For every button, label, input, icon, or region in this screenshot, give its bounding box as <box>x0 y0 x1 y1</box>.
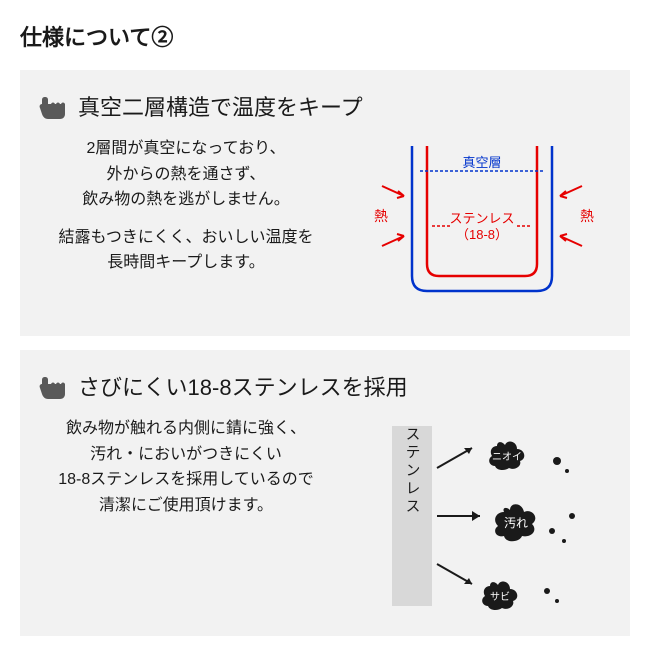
desc-p2: 結露もつきにくく、おいしい温度を 長時間キープします。 <box>38 225 334 276</box>
section-stainless: さびにくい18-8ステンレスを採用 飲み物が触れる内側に錆に強く、 汚れ・におい… <box>20 350 630 636</box>
section-body: 飲み物が触れる内側に錆に強く、 汚れ・においがつきにくい 18-8ステンレスを採… <box>38 416 612 616</box>
section-vacuum: 真空二層構造で温度をキープ 2層間が真空になっており、 外からの熱を通さず、 飲… <box>20 70 630 336</box>
section-title: さびにくい18-8ステンレスを採用 <box>78 370 408 402</box>
svg-text:熱: 熱 <box>374 208 388 224</box>
page-title: 仕様について② <box>20 20 630 52</box>
pointer-icon <box>38 372 68 400</box>
svg-text:ステンレス: ステンレス <box>449 211 514 226</box>
svg-text:ステンレス: ステンレス <box>404 426 421 516</box>
cloud-rust: サビ <box>482 582 517 611</box>
svg-text:熱: 熱 <box>580 208 594 224</box>
svg-text:サビ: サビ <box>490 591 510 603</box>
desc-p1: 飲み物が触れる内側に錆に強く、 汚れ・においがつきにくい 18-8ステンレスを採… <box>38 416 334 518</box>
stainless-repel-diagram: ステンレス ニオイ 汚れ <box>352 416 612 616</box>
desc-p1: 2層間が真空になっており、 外からの熱を通さず、 飲み物の熱を逃がしません。 <box>38 136 334 213</box>
section-title: 真空二層構造で温度をキープ <box>78 90 363 122</box>
svg-text:真空層: 真空層 <box>462 155 501 170</box>
section-header: 真空二層構造で温度をキープ <box>38 90 612 122</box>
svg-text:汚れ: 汚れ <box>504 516 528 530</box>
svg-text:（18-8）: （18-8） <box>456 227 508 242</box>
cloud-dirt: 汚れ <box>495 504 535 541</box>
description-text: 2層間が真空になっており、 外からの熱を通さず、 飲み物の熱を逃がしません。 結… <box>38 136 334 288</box>
svg-text:ニオイ: ニオイ <box>492 451 522 463</box>
cup-cross-section-diagram: 真空層 真空層 ステンレス （18-8） 熱 熱 <box>352 136 612 316</box>
description-text: 飲み物が触れる内側に錆に強く、 汚れ・においがつきにくい 18-8ステンレスを採… <box>38 416 334 530</box>
pointer-icon <box>38 92 68 120</box>
section-header: さびにくい18-8ステンレスを採用 <box>38 370 612 402</box>
section-body: 2層間が真空になっており、 外からの熱を通さず、 飲み物の熱を逃がしません。 結… <box>38 136 612 316</box>
cloud-smell: ニオイ <box>489 442 524 471</box>
